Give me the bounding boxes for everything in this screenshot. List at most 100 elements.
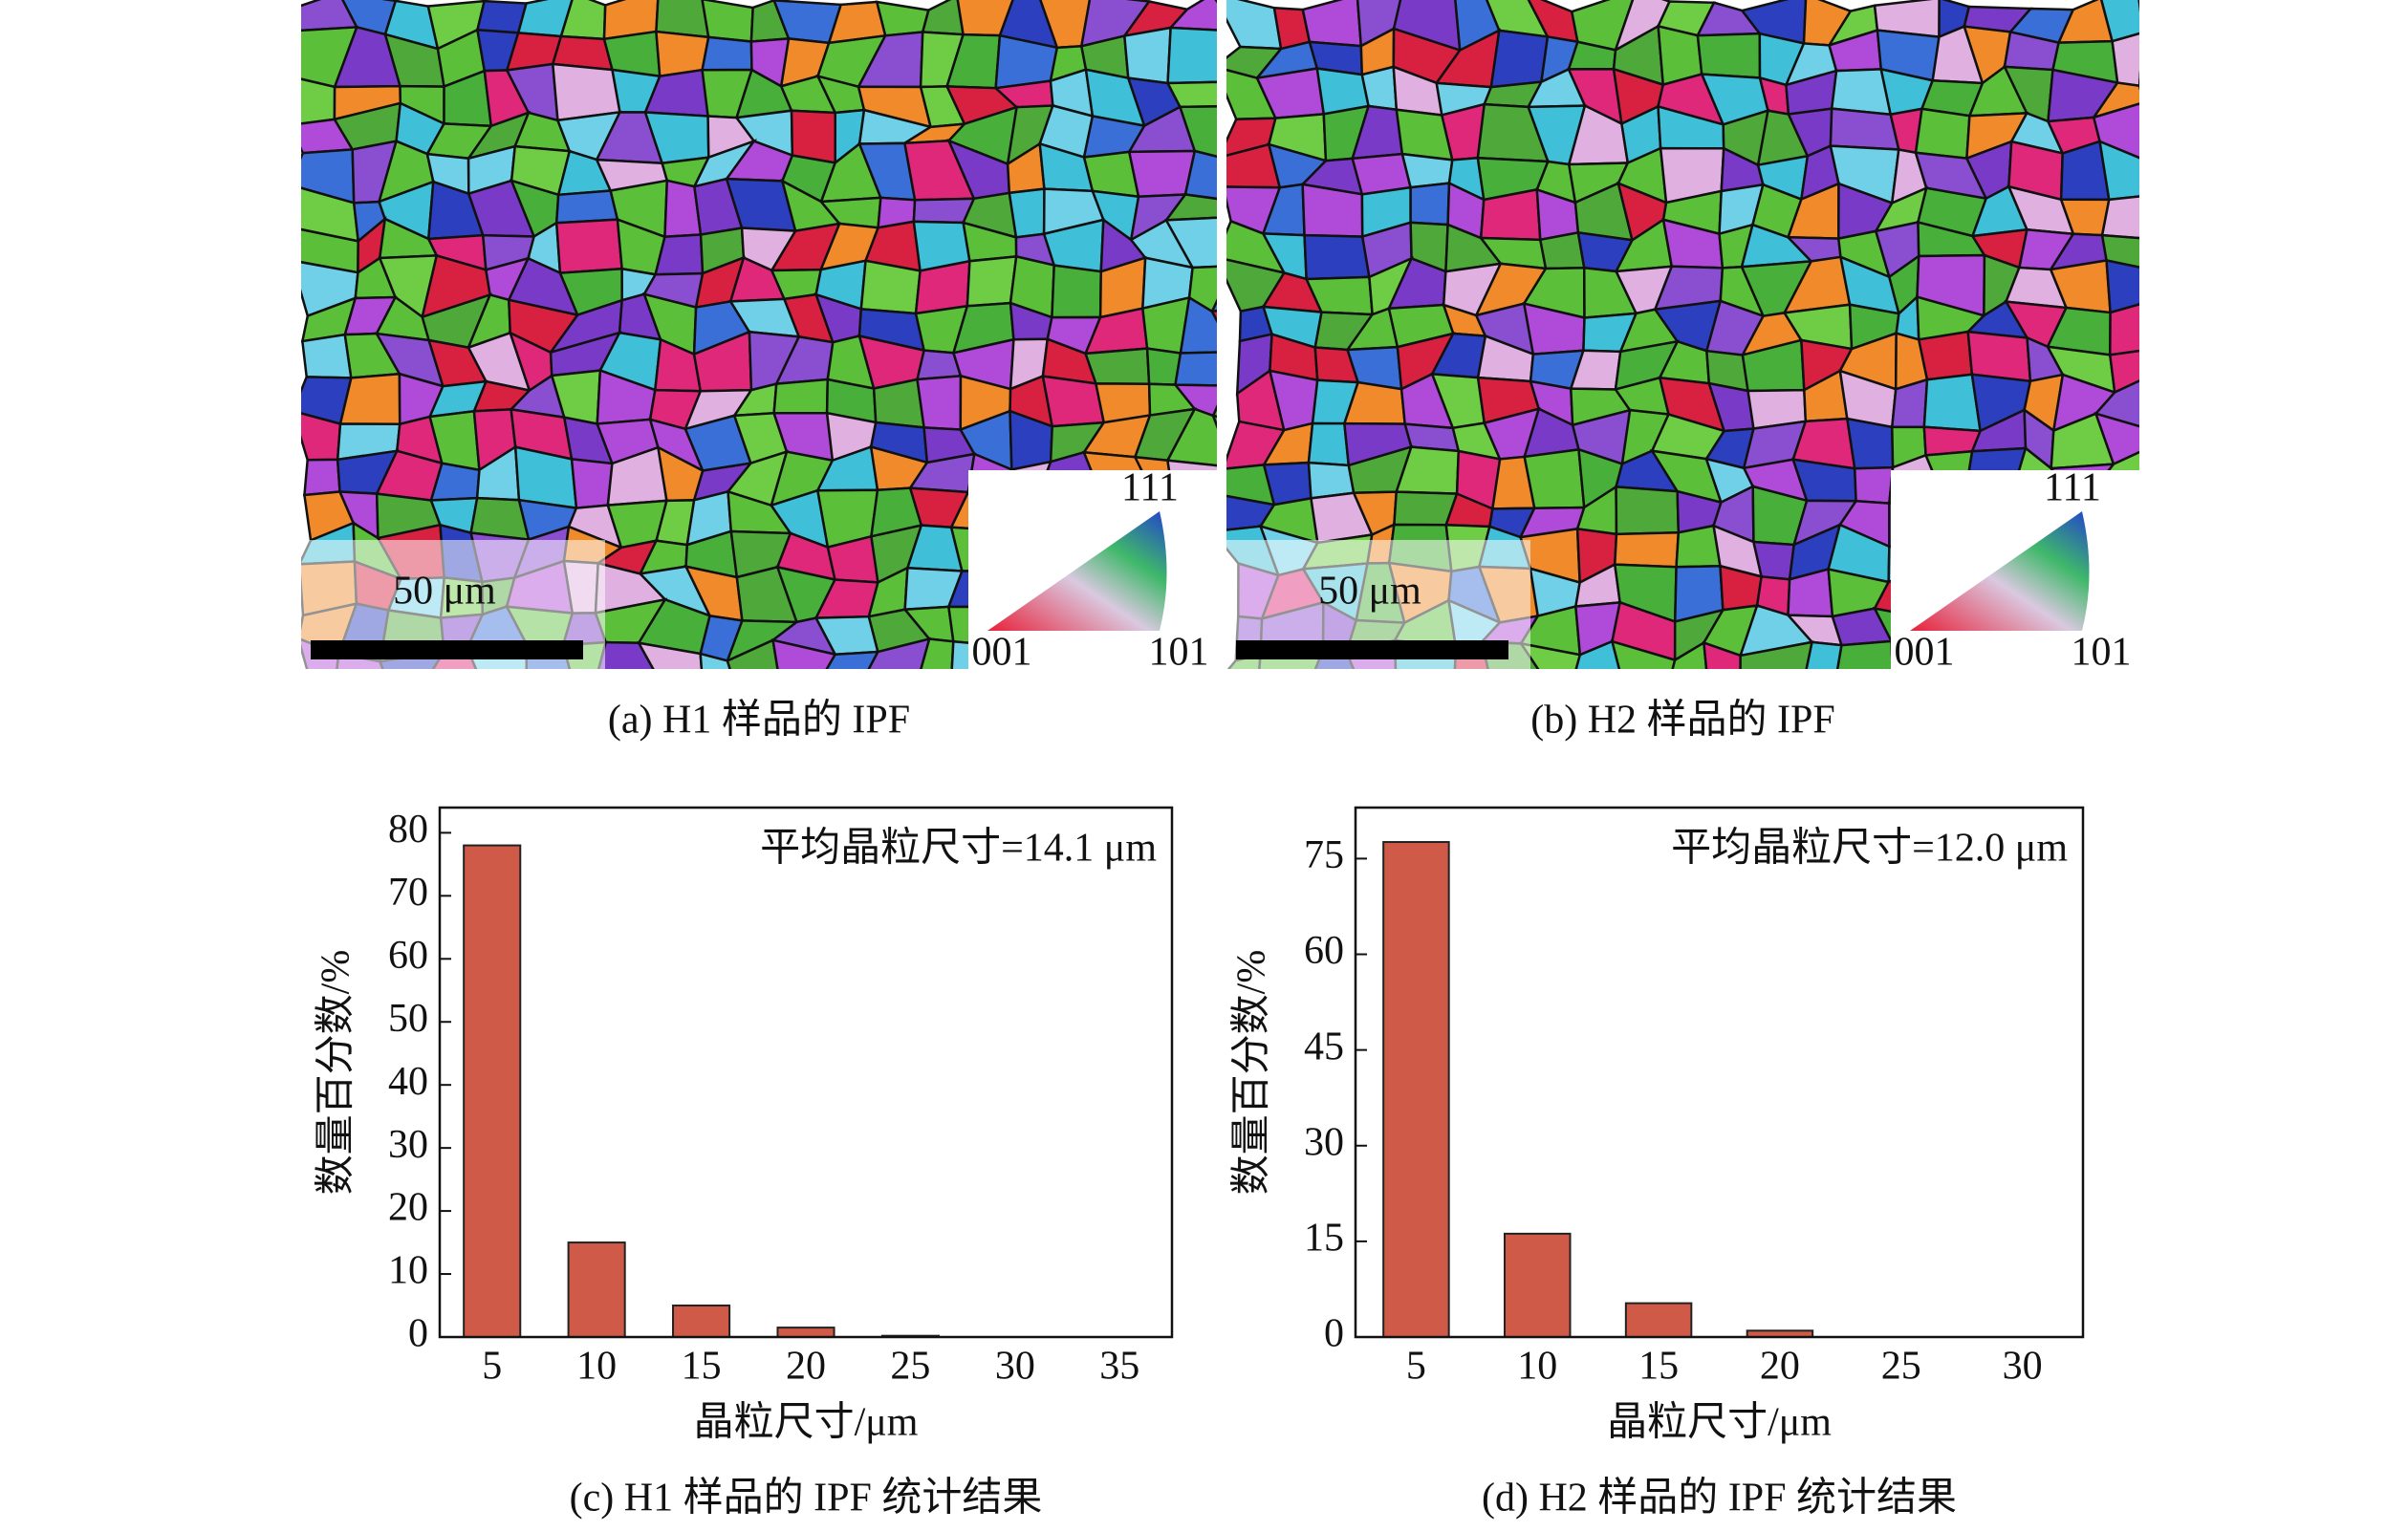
- grain: [1805, 640, 1843, 669]
- grain: [636, 641, 704, 669]
- grain: [1301, 0, 1363, 48]
- grain: [2156, 239, 2204, 270]
- grain: [2109, 303, 2139, 356]
- grain: [2137, 303, 2139, 306]
- y-tick-label: 70: [388, 871, 428, 915]
- grain: [917, 685, 951, 730]
- grain: [1615, 485, 1681, 536]
- grain: [554, 189, 619, 225]
- x-tick-label: 25: [890, 1345, 930, 1389]
- grain: [1833, 680, 1894, 727]
- grain: [2154, 187, 2197, 240]
- bar: [1624, 1302, 1693, 1339]
- bar: [463, 844, 522, 1338]
- grain: [965, 254, 1018, 308]
- grain: [526, 689, 575, 738]
- grain: [2100, 195, 2139, 240]
- grain: [1308, 683, 1359, 738]
- grain: [423, 686, 485, 720]
- grain: [1303, 233, 1371, 281]
- grain: [1357, 683, 1416, 738]
- grain: [1178, 105, 1217, 159]
- grain: [2143, 102, 2202, 161]
- grain: [1127, 149, 1197, 199]
- grain: [1178, 685, 1234, 735]
- grain: [2137, 70, 2139, 88]
- annotation: 平均晶粒尺寸=12.0 μm: [1671, 827, 2068, 871]
- scale-bar: [1236, 640, 1508, 659]
- grain: [2092, 102, 2139, 160]
- grain: [1183, 149, 1217, 201]
- ipf-map: 50 μm 111 001 101: [1226, 0, 2207, 738]
- grain: [2105, 258, 2139, 314]
- x-tick-label: 35: [1099, 1345, 1139, 1389]
- grain: [1397, 684, 1455, 735]
- grain: [1696, 32, 1762, 79]
- legend-001: 001: [1895, 631, 1955, 675]
- grain: [2108, 349, 2139, 395]
- x-tick-label: 15: [682, 1345, 722, 1389]
- grain: [2137, 0, 2139, 12]
- grain: [301, 333, 353, 379]
- grain: [1083, 347, 1151, 386]
- y-tick-label: 60: [388, 934, 428, 978]
- grain: [1226, 0, 1283, 51]
- grain: [2149, 409, 2184, 464]
- ipf-triangle: [987, 511, 1167, 631]
- bar: [567, 1241, 626, 1338]
- grain: [1518, 641, 1582, 669]
- grain: [551, 62, 621, 122]
- grain: [1835, 639, 1894, 669]
- ipf-map: 50 μm 111 001 101: [297, 0, 1234, 738]
- grain: [1174, 351, 1217, 387]
- scale-bar-label: 50 μm: [393, 570, 496, 614]
- grain: [1214, 0, 1217, 4]
- grain: [1613, 530, 1681, 569]
- y-tick-label: 0: [1324, 1312, 1344, 1356]
- grain: [1538, 230, 1586, 270]
- grain: [701, 0, 754, 43]
- y-tick-label: 10: [388, 1249, 428, 1293]
- y-tick-label: 60: [1304, 929, 1344, 973]
- grain: [1167, 0, 1217, 32]
- grain: [1891, 680, 1943, 720]
- legend-101: 101: [2072, 631, 2132, 675]
- grain: [867, 637, 931, 669]
- scale-bar: [311, 640, 583, 659]
- grain: [1914, 107, 1971, 161]
- grain: [1917, 330, 1974, 381]
- grain: [920, 637, 955, 669]
- x-axis-label: 晶粒尺寸/μm: [1607, 1401, 1832, 1445]
- caption: (a) H1 样品的 IPF: [608, 699, 910, 743]
- grain: [2151, 524, 2207, 583]
- grain: [1122, 26, 1172, 85]
- grain: [2149, 377, 2203, 431]
- y-tick-label: 20: [388, 1186, 428, 1230]
- grain: [1489, 29, 1550, 89]
- grain: [1574, 639, 1621, 669]
- bar: [1504, 1232, 1572, 1338]
- grain: [1671, 640, 1708, 669]
- grain: [554, 218, 624, 274]
- y-tick-label: 40: [388, 1060, 428, 1104]
- grain: [2149, 346, 2203, 383]
- grain: [1051, 264, 1103, 319]
- grain: [1922, 373, 1983, 433]
- grain: [2111, 32, 2139, 88]
- grain: [463, 692, 527, 738]
- grain: [297, 685, 335, 717]
- y-axis-label: 数量百分数/%: [315, 950, 358, 1196]
- x-axis-label: 晶粒尺寸/μm: [694, 1401, 919, 1445]
- grain: [772, 378, 830, 415]
- bar: [672, 1305, 731, 1338]
- grain: [1211, 414, 1217, 429]
- grain: [1751, 540, 1796, 581]
- x-tick-label: 10: [1517, 1345, 1557, 1389]
- grain: [1845, 417, 1895, 470]
- grain: [1041, 375, 1106, 428]
- grain: [1829, 107, 1900, 151]
- grain: [1975, 680, 2028, 724]
- grain: [914, 259, 971, 315]
- grain: [2149, 575, 2201, 624]
